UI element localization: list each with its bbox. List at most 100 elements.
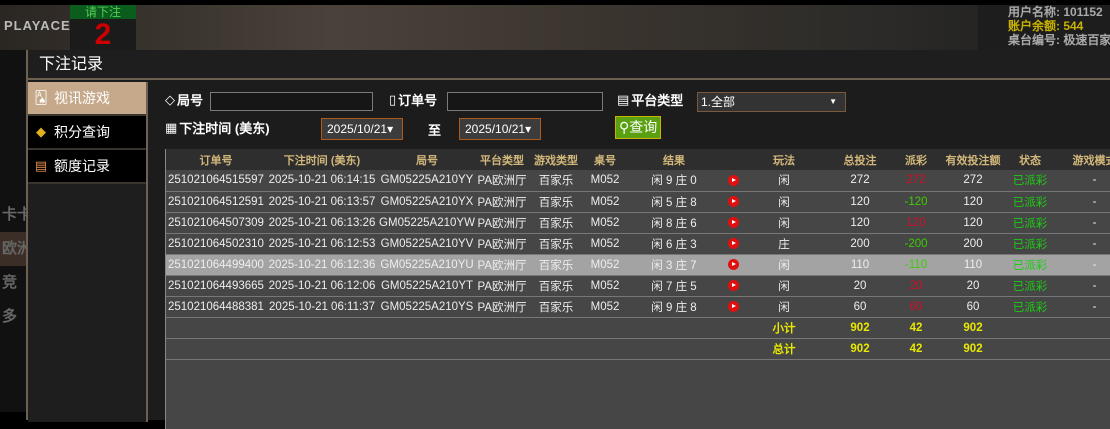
- order-number: 251021064515597: [166, 170, 266, 192]
- game-mode: -: [1050, 212, 1110, 234]
- subtotal-total-bet: 902: [824, 317, 896, 339]
- date-from-value: 2025/10/21: [327, 122, 388, 136]
- chevron-down-icon: ▼: [829, 97, 837, 106]
- round-number: GM05225A210YW: [378, 212, 476, 234]
- calendar-icon: ▦: [165, 119, 178, 135]
- status: 已派彩: [1010, 275, 1050, 297]
- bet-countdown: 请下注 2: [70, 5, 136, 51]
- game-type: 百家乐: [528, 254, 584, 276]
- result: 闲 8 庄 6: [626, 212, 722, 234]
- column-header: 派彩: [896, 149, 936, 170]
- query-label: 查询: [629, 119, 658, 135]
- status: 已派彩: [1010, 212, 1050, 234]
- total-row: 总计 902 42 902: [166, 338, 1110, 360]
- bet-type: 闲: [744, 170, 824, 192]
- table-row[interactable]: 251021064488381 2025-10-21 06:11:37 GM0522…: [166, 296, 1110, 318]
- tag-icon: ◇: [165, 91, 175, 107]
- bet-time: 2025-10-21 06:13:57: [266, 191, 378, 213]
- round-input[interactable]: [210, 92, 373, 111]
- table-row[interactable]: 251021064493665 2025-10-21 06:12:06 GM0522…: [166, 275, 1110, 297]
- game-mode: -: [1050, 170, 1110, 192]
- empty-cell: [1010, 317, 1110, 339]
- column-header: 结果: [626, 149, 722, 170]
- total-bet: 120: [824, 191, 896, 213]
- user-info: 用户名称: 101152 账户余额: 544 桌台编号: 极速百家: [978, 5, 1110, 50]
- valid-bet: 110: [936, 254, 1010, 276]
- play-video-icon[interactable]: [727, 237, 739, 249]
- play-video-icon[interactable]: [727, 258, 739, 270]
- platform-select[interactable]: 1.全部 ▼: [697, 92, 846, 112]
- replay-cell: [722, 191, 744, 213]
- column-header: 局号: [378, 149, 476, 170]
- to-label: 至: [428, 123, 442, 138]
- table-number: M052: [584, 296, 626, 318]
- valid-bet: 20: [936, 275, 1010, 297]
- bet-type: 闲: [744, 191, 824, 213]
- bg-item: 多: [2, 308, 18, 325]
- bet-type: 闲: [744, 275, 824, 297]
- column-header: 下注时间 (美东): [266, 149, 378, 170]
- play-video-icon[interactable]: [727, 195, 739, 207]
- date-from-picker[interactable]: 2025/10/21▾: [321, 118, 403, 140]
- game-type: 百家乐: [528, 191, 584, 213]
- bet-time: 2025-10-21 06:14:15: [266, 170, 378, 192]
- order-input[interactable]: [447, 92, 603, 111]
- platform-value: 1.全部: [701, 95, 736, 109]
- countdown-number: 2: [94, 18, 112, 51]
- bet-type: 庄: [744, 233, 824, 255]
- date-to-picker[interactable]: 2025/10/21▾: [459, 118, 541, 140]
- payout: -110: [896, 254, 936, 276]
- table-row[interactable]: 251021064515597 2025-10-21 06:14:15 GM0522…: [166, 170, 1110, 192]
- table-number: 桌台编号: 极速百家: [1008, 33, 1110, 47]
- table-number: M052: [584, 170, 626, 192]
- table-row[interactable]: 251021064502310 2025-10-21 06:12:53 GM0522…: [166, 233, 1110, 255]
- order-number: 251021064499400: [166, 254, 266, 276]
- sidebar-item-live-games[interactable]: 🂡 视讯游戏: [28, 82, 146, 116]
- bet-time: 2025-10-21 06:13:26: [266, 212, 378, 234]
- bet-type: 闲: [744, 296, 824, 318]
- replay-cell: [722, 296, 744, 318]
- replay-cell: [722, 275, 744, 297]
- bet-prompt: 请下注: [70, 5, 136, 19]
- game-mode: -: [1050, 275, 1110, 297]
- sidebar-item-credit-record[interactable]: ▤ 额度记录: [28, 150, 146, 184]
- play-video-icon[interactable]: [727, 279, 739, 291]
- table-row[interactable]: 251021064499400 2025-10-21 06:12:36 GM0522…: [166, 254, 1110, 276]
- bet-type: 闲: [744, 254, 824, 276]
- table-row[interactable]: 251021064507309 2025-10-21 06:13:26 GM0522…: [166, 212, 1110, 234]
- play-video-icon[interactable]: [727, 300, 739, 312]
- result: 闲 5 庄 8: [626, 191, 722, 213]
- subtotal-valid-bet: 902: [936, 317, 1010, 339]
- game-mode: -: [1050, 296, 1110, 318]
- query-button[interactable]: ⚲查询: [615, 116, 662, 139]
- column-header: 游戏类型: [528, 149, 584, 170]
- table-number: M052: [584, 191, 626, 213]
- table-number: M052: [584, 275, 626, 297]
- game-mode: -: [1050, 254, 1110, 276]
- order-number: 251021064512591: [166, 191, 266, 213]
- time-label: ▦ 下注时间 (美东): [165, 118, 270, 137]
- valid-bet: 120: [936, 212, 1010, 234]
- status: 已派彩: [1010, 296, 1050, 318]
- play-video-icon[interactable]: [727, 216, 739, 228]
- round-number: GM05225A210YY: [378, 170, 476, 192]
- platform-label-text: 平台类型: [631, 93, 684, 108]
- total-valid-bet: 902: [936, 338, 1010, 360]
- total-payout: 42: [896, 338, 936, 360]
- table-number: M052: [584, 212, 626, 234]
- status: 已派彩: [1010, 191, 1050, 213]
- empty-cell: [166, 338, 744, 360]
- sidebar-item-points-query[interactable]: ◆ 积分查询: [28, 116, 146, 150]
- play-video-icon[interactable]: [727, 174, 739, 186]
- list-icon: ▤: [617, 91, 630, 107]
- table-row[interactable]: 251021064512591 2025-10-21 06:13:57 GM0522…: [166, 191, 1110, 213]
- bet-time: 2025-10-21 06:12:06: [266, 275, 378, 297]
- platform-label: ▤ 平台类型: [617, 90, 683, 109]
- valid-bet: 60: [936, 296, 1010, 318]
- replay-cell: [722, 170, 744, 192]
- valid-bet: 272: [936, 170, 1010, 192]
- bg-item: 欧洲: [0, 232, 32, 266]
- replay-cell: [722, 233, 744, 255]
- platform: PA欧洲厅: [476, 191, 528, 213]
- replay-cell: [722, 212, 744, 234]
